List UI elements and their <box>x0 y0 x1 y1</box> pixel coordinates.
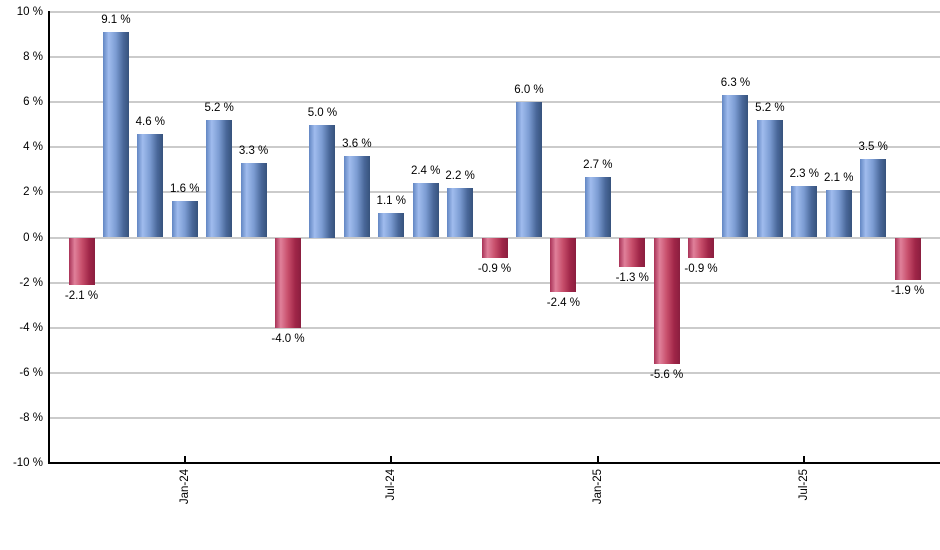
bar-Dec-24 <box>550 237 577 292</box>
bar-value-label-Feb-24: 5.2 % <box>204 102 234 115</box>
bar-Jul-24 <box>378 212 405 238</box>
x-axis-line <box>48 462 940 464</box>
bar-value-label-Sep-24: 2.2 % <box>445 169 475 182</box>
bar-value-label-Jan-25: 2.7 % <box>583 158 613 171</box>
bar-Feb-25 <box>619 237 646 267</box>
bar-Oct-24 <box>481 237 508 258</box>
bar-Jan-24 <box>171 201 198 238</box>
y-axis-line <box>48 11 50 464</box>
bar-value-label-Aug-24: 2.4 % <box>410 165 441 178</box>
bar-value-label-Jun-25: 5.2 % <box>755 102 785 115</box>
bar-value-label-Apr-25: -0.9 % <box>684 262 718 275</box>
y-axis-tick-label: 4 % <box>23 141 43 154</box>
bar-May-25 <box>722 95 749 238</box>
bar-value-label-Dec-24: -2.4 % <box>546 296 580 309</box>
y-axis-tick-label: -10 % <box>12 457 43 469</box>
bar-Apr-25 <box>688 237 715 258</box>
x-axis-tick <box>596 456 599 464</box>
bar-value-label-Feb-25: -1.3 % <box>615 271 649 284</box>
bar-Sep-25 <box>860 158 887 238</box>
bar-value-label-Oct-24: -0.9 % <box>477 262 512 275</box>
bar-value-label-Aug-25: 2.1 % <box>824 172 854 185</box>
y-axis-tick-label: 10 % <box>16 6 43 18</box>
x-axis-tick <box>390 456 393 464</box>
bar-Nov-23 <box>102 32 129 238</box>
bar-Aug-25 <box>825 190 852 238</box>
bar-value-label-Mar-24: 3.3 % <box>238 145 269 158</box>
bar-value-label-May-25: 6.3 % <box>720 77 751 90</box>
bar-Jun-24 <box>343 156 370 238</box>
bar-value-label-Jul-25: 2.3 % <box>789 167 820 180</box>
y-axis-tick-label: -2 % <box>19 276 43 289</box>
bar-Nov-24 <box>515 102 542 238</box>
y-axis-tick-label: -8 % <box>19 411 43 424</box>
bar-value-label-Apr-24: -4.0 % <box>271 332 305 345</box>
gridline <box>50 416 940 419</box>
bar-Dec-23 <box>137 133 164 238</box>
bar-value-label-Nov-23: 9.1 % <box>101 14 131 27</box>
x-axis-tick <box>803 456 806 464</box>
bar-value-label-Sep-25: 3.5 % <box>858 140 888 153</box>
bar-Oct-23 <box>68 237 95 285</box>
x-axis-tick-label-Jul-24: Jul-24 <box>385 469 398 501</box>
gridline <box>50 146 940 149</box>
gridline <box>50 11 940 13</box>
bar-Mar-25 <box>653 237 680 364</box>
gridline <box>50 101 940 104</box>
x-axis-tick-label-Jan-25: Jan-25 <box>591 469 604 505</box>
gridline <box>50 371 940 374</box>
y-axis-tick-label: -4 % <box>19 321 43 334</box>
bar-value-label-Mar-25: -5.6 % <box>650 368 684 381</box>
bar-value-label-Dec-23: 4.6 % <box>135 115 166 128</box>
bar-value-label-Oct-25: -1.9 % <box>890 285 925 298</box>
bar-value-label-Jan-24: 1.6 % <box>170 183 200 196</box>
y-axis-tick-label: 8 % <box>23 51 43 64</box>
x-axis-tick-label-Jan-24: Jan-24 <box>178 469 191 505</box>
x-axis-tick <box>183 456 186 464</box>
bar-Sep-24 <box>447 187 474 238</box>
gridline <box>50 281 940 284</box>
bar-value-label-Jul-24: 1.1 % <box>376 194 406 207</box>
x-axis-tick-label-Jul-25: Jul-25 <box>798 469 811 501</box>
bar-Jun-25 <box>756 120 783 238</box>
y-axis-tick-label: -6 % <box>19 366 43 379</box>
bar-value-label-May-24: 5.0 % <box>307 106 338 119</box>
bar-Aug-24 <box>412 183 439 238</box>
bar-May-24 <box>309 124 336 238</box>
bar-Apr-24 <box>275 237 302 328</box>
bar-Feb-24 <box>206 120 233 238</box>
gridline <box>50 191 940 194</box>
bar-Mar-24 <box>240 163 267 238</box>
gridline <box>50 326 940 329</box>
bar-Jan-25 <box>584 176 611 238</box>
y-axis-tick-label: 0 % <box>23 231 43 244</box>
bar-value-label-Nov-24: 6.0 % <box>514 84 544 97</box>
bar-Oct-25 <box>894 237 921 281</box>
y-axis-tick-label: 2 % <box>23 186 43 199</box>
bar-value-label-Oct-23: -2.1 % <box>64 289 99 302</box>
y-axis-tick-label: 6 % <box>23 96 43 109</box>
gridline <box>50 56 940 59</box>
bar-value-label-Jun-24: 3.6 % <box>342 138 372 151</box>
bar-Jul-25 <box>791 185 818 238</box>
